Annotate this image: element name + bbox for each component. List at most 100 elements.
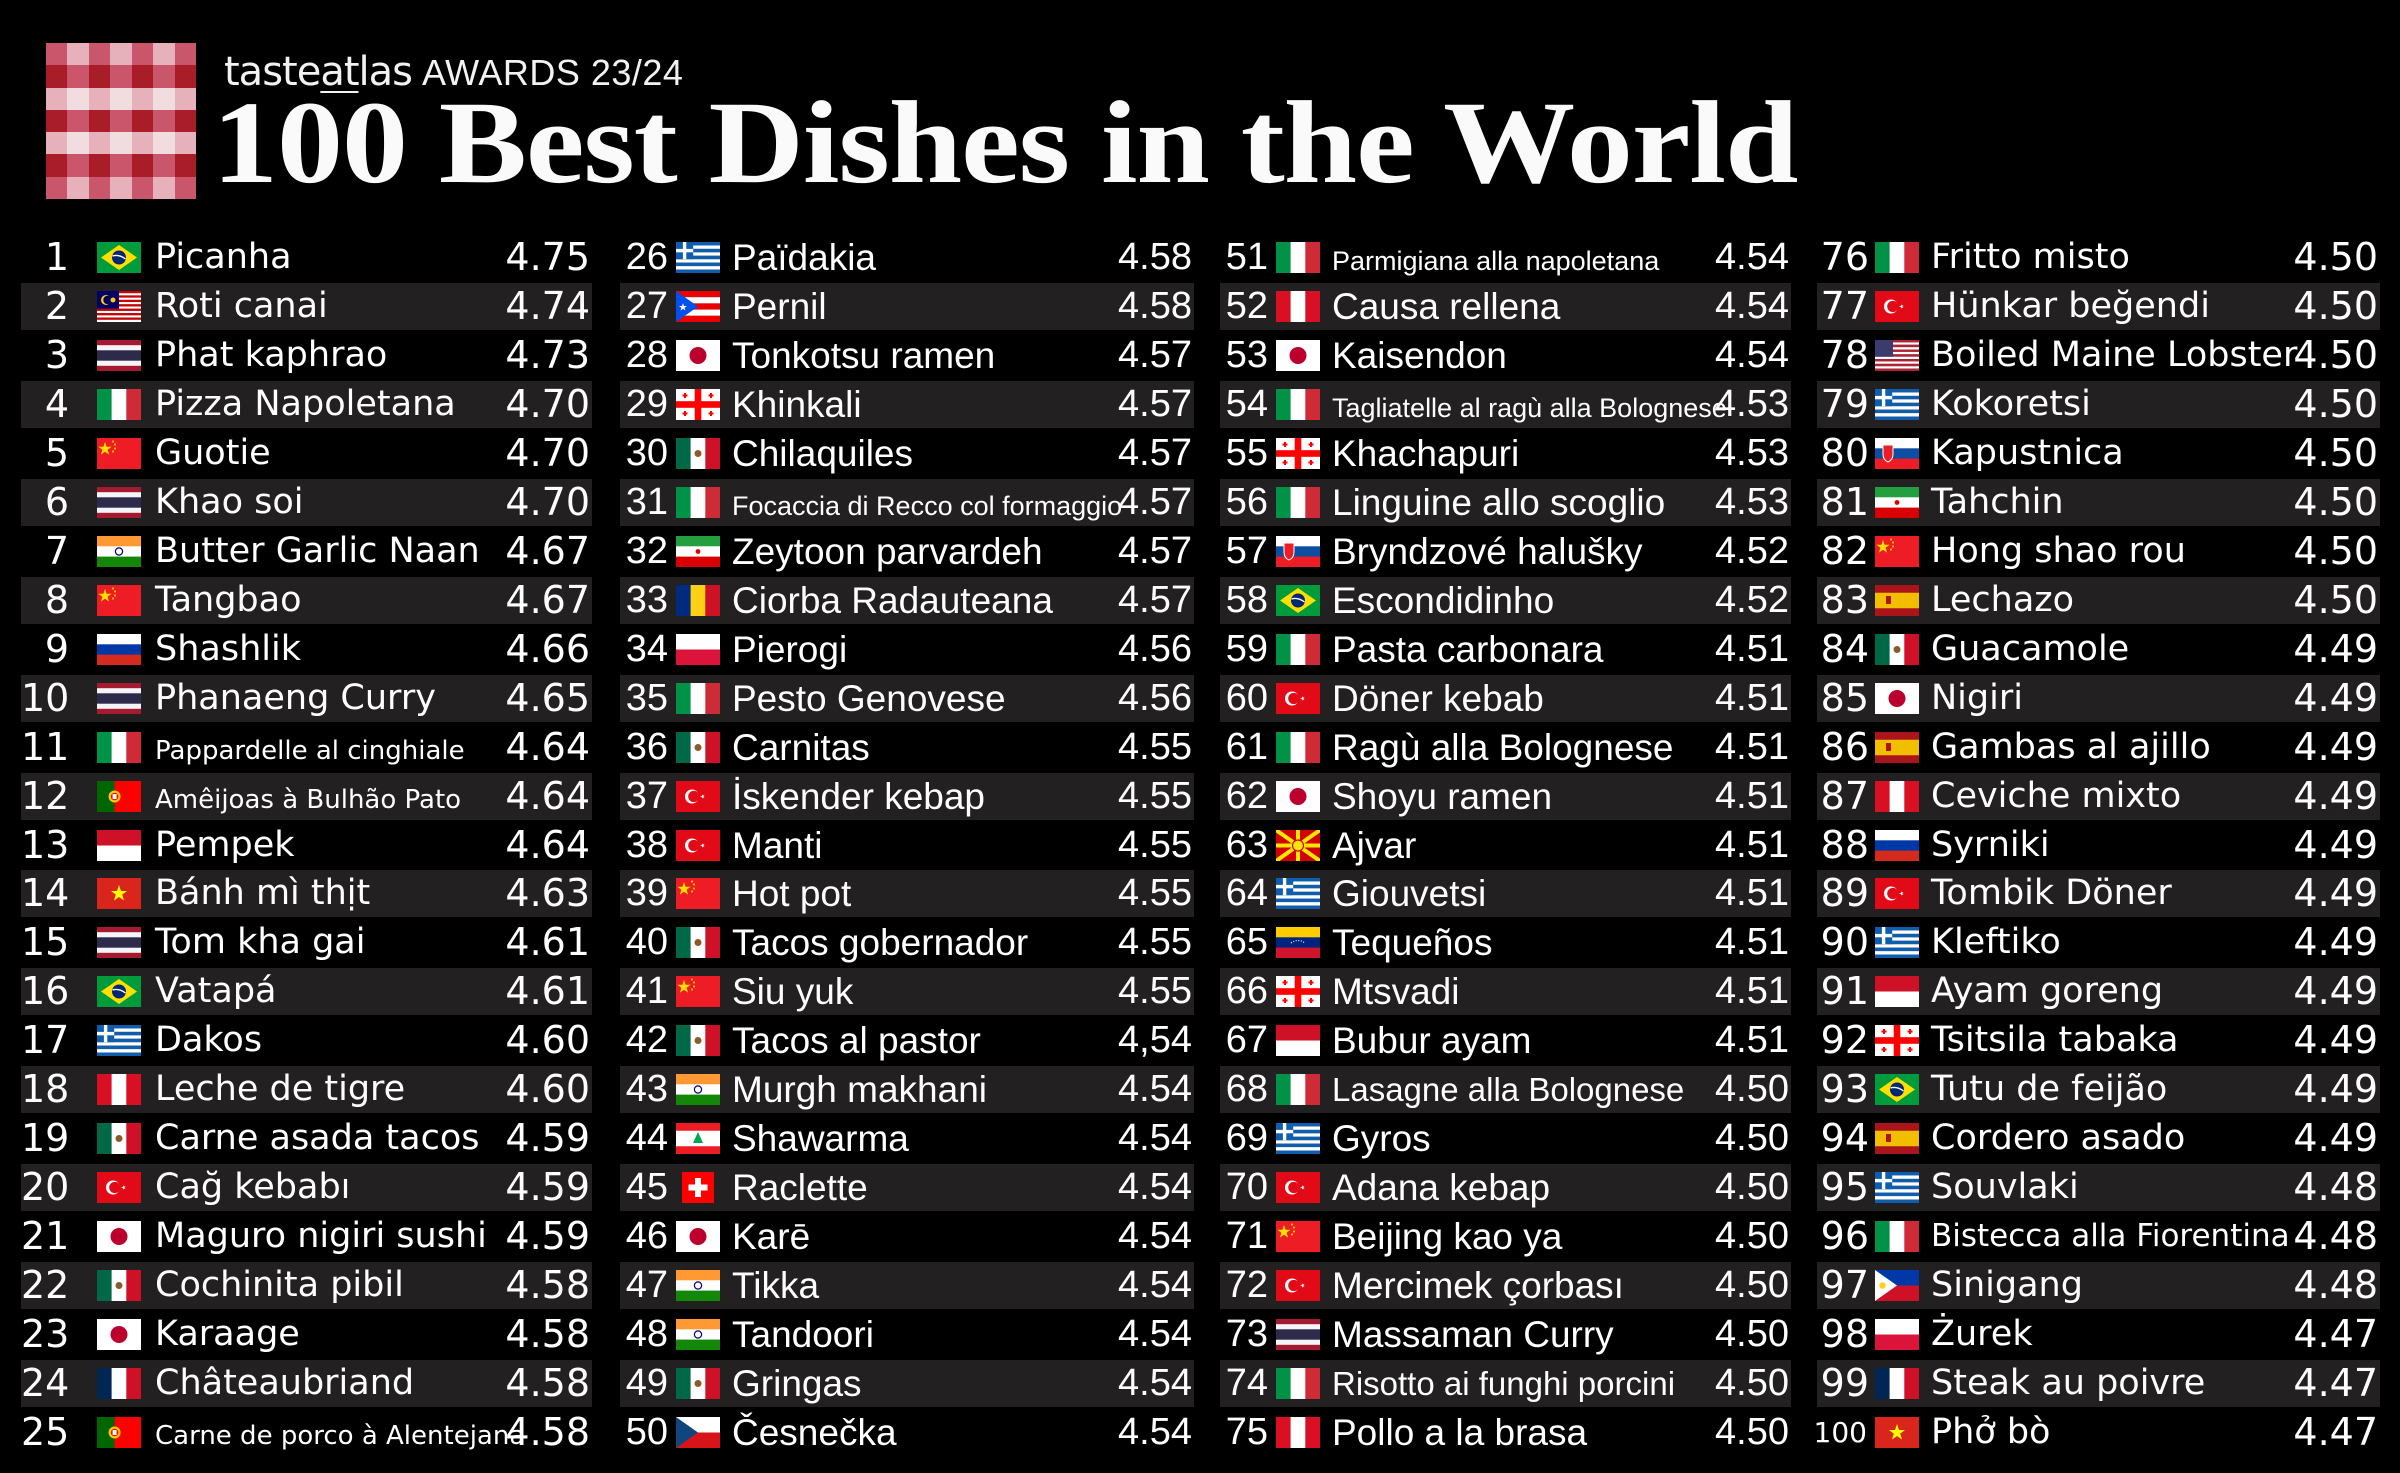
north-macedonia-flag-icon [1276,829,1320,861]
rank-number: 66 [1225,970,1268,1013]
rank-number: 69 [1225,1117,1268,1160]
dish-rating: 4.75 [505,235,590,279]
dish-name: Ragù alla Bolognese [1332,726,1674,768]
rank-number: 30 [625,431,668,474]
dish-name: Tonkotsu ramen [732,334,996,376]
philippines-flag-icon [1875,1270,1919,1302]
japan-flag-icon [1276,780,1320,812]
dish-rating: 4.58 [505,1361,590,1406]
dish-row: 55 Khachapuri 4.53 [1220,430,1791,477]
rank-number: 28 [625,333,668,376]
italy-flag-icon [676,682,720,714]
dish-rating: 4.66 [505,626,590,671]
dish-rating: 4.49 [2293,871,2378,916]
thailand-flag-icon [97,927,141,959]
dish-name: Phat kaphrao [155,334,388,375]
spain-flag-icon [1875,1123,1919,1155]
dish-row: 1 Picanha 4.75 [21,234,592,281]
dish-name: Pollo a la brasa [1332,1412,1588,1454]
dish-row: 37 İskender kebap 4.55 [620,772,1194,820]
vietnam-flag-icon [97,878,141,910]
dish-rating: 4.60 [505,1018,590,1063]
dish-rating: 4.60 [505,1067,590,1112]
thailand-flag-icon [97,486,141,518]
rank-number: 74 [1225,1362,1268,1405]
rank-number: 56 [1225,480,1268,523]
peru-flag-icon [1276,290,1320,322]
dish-rating: 4.58 [505,1312,590,1357]
rank-number: 15 [21,920,70,965]
dish-rating: 4.49 [2293,675,2378,720]
dish-name: Pesto Genovese [732,677,1006,719]
dish-row: 48 Tandoori 4.54 [620,1311,1194,1358]
dish-name: Nigiri [1931,677,2023,718]
dish-name: Bánh mì thịt [155,873,371,914]
greece-flag-icon [1875,927,1919,959]
dish-row: 71 Beijing kao ya 4.50 [1220,1213,1791,1260]
dish-rating: 4.67 [505,577,590,622]
dish-row: 82 Hong shao rou 4.50 [1817,528,2380,575]
dish-row: 4 Pizza Napoletana 4.70 [21,380,592,428]
dish-rating: 4.50 [1715,1166,1789,1209]
brazil-flag-icon [97,976,141,1008]
dish-rating: 4.51 [1715,823,1789,866]
greece-flag-icon [1875,1172,1919,1204]
brazil-flag-icon [1875,1074,1919,1106]
rank-number: 93 [1820,1067,1869,1112]
dish-row: 70 Adana kebap 4.50 [1220,1164,1791,1212]
thailand-flag-icon [1276,1319,1320,1351]
dish-row: 90 Kleftiko 4.49 [1817,919,2380,966]
dish-rating: 4.61 [505,969,590,1014]
rank-number: 21 [21,1214,70,1259]
dish-name: Giouvetsi [1332,873,1487,915]
brazil-flag-icon [1276,584,1320,616]
dish-name: Massaman Curry [1332,1314,1614,1356]
dish-rating: 4.50 [1715,1068,1789,1111]
rank-number: 29 [625,382,668,425]
dish-name: Hünkar beğendi [1931,285,2210,326]
dish-name: Beijing kao ya [1332,1216,1563,1258]
dish-row: 75 Pollo a la brasa 4.50 [1220,1409,1791,1456]
italy-flag-icon [1276,731,1320,763]
slovakia-flag-icon [1276,535,1320,567]
venezuela-flag-icon [1276,927,1320,959]
dish-rating: 4.54 [1715,333,1789,376]
rank-number: 16 [21,969,70,1014]
dish-row: 3 Phat kaphrao 4.73 [21,332,592,379]
dish-rating: 4.50 [2293,577,2378,622]
dish-rating: 4.53 [1715,480,1789,523]
dish-rating: 4.49 [2293,822,2378,867]
rank-number: 11 [21,724,70,769]
italy-flag-icon [1276,388,1320,420]
rank-number: 59 [1225,627,1268,670]
rank-number: 26 [625,236,668,278]
dish-row: 78 Boiled Maine Lobster 4.50 [1817,332,2380,379]
dish-row: 83 Lechazo 4.50 [1817,576,2380,624]
china-flag-icon [676,878,720,910]
dish-name: Sinigang [1931,1265,2083,1306]
dish-row: 69 Gyros 4.50 [1220,1115,1791,1162]
dish-row: 15 Tom kha gai 4.61 [21,919,592,966]
dish-name: Gambas al ajillo [1931,726,2211,767]
rank-number: 72 [1225,1264,1268,1307]
dish-row: 96 Bistecca alla Fiorentina 4.48 [1817,1213,2380,1260]
tasteatlas-logo-text: tasteatlas [224,49,413,95]
dish-rating: 4.58 [1118,284,1192,327]
indonesia-flag-icon [97,829,141,861]
dish-row: 93 Tutu de feijão 4.49 [1817,1066,2380,1114]
dish-name: Karē [732,1216,811,1258]
dish-row: 87 Ceviche mixto 4.49 [1817,772,2380,820]
china-flag-icon [1875,535,1919,567]
dish-rating: 4.73 [505,332,590,377]
dish-name: Chilaquiles [732,432,913,474]
rank-number: 14 [21,871,70,916]
dish-name: Ajvar [1332,824,1417,866]
dish-name: Païdakia [732,237,876,278]
dish-name: Bistecca alla Fiorentina [1931,1218,2290,1255]
dish-rating: 4.49 [2293,1067,2378,1112]
dish-rating: 4.65 [505,675,590,720]
czechia-flag-icon [676,1417,720,1449]
georgia-flag-icon [1875,1025,1919,1057]
italy-flag-icon [1276,633,1320,665]
dish-name: Amêijoas à Bulhão Pato [155,784,462,815]
